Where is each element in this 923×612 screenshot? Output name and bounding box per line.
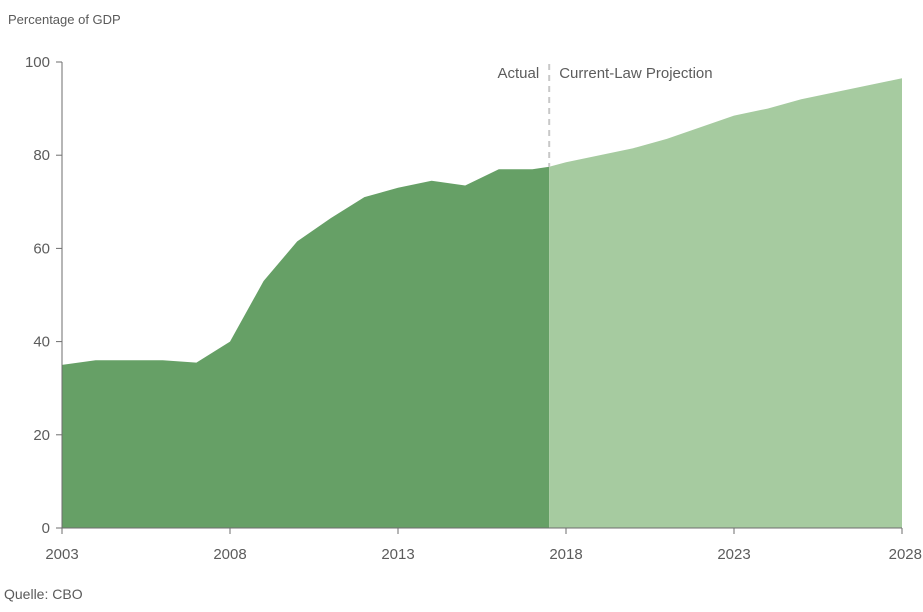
x-tick-label: 2023 [717, 546, 750, 563]
x-tick-label: 2008 [213, 546, 246, 563]
area-chart: 0 20 40 60 80 100 2003 2008 2013 2018 2023 2028 Actu… [25, 54, 922, 563]
y-tick-label: 0 [42, 520, 50, 537]
x-tick-label: 2018 [549, 546, 582, 563]
y-tick-label: 20 [33, 427, 50, 444]
y-tick-label: 40 [33, 334, 50, 351]
chart-labels: 0 20 40 60 80 100 2003 2008 2013 2018 2023 2028 Actu… [25, 54, 922, 563]
actual-area [62, 166, 550, 529]
y-tick-label: 100 [25, 54, 50, 71]
y-tick-label: 60 [33, 240, 50, 257]
projection-area [549, 78, 902, 529]
chart-areas [62, 78, 902, 529]
projection-annotation: Current-Law Projection [559, 65, 712, 82]
x-tick-label: 2003 [45, 546, 78, 563]
actual-annotation: Actual [497, 65, 539, 82]
chart-axes [56, 61, 903, 534]
source-note: Quelle: CBO [4, 586, 83, 602]
y-axis-label: Percentage of GDP [8, 12, 121, 27]
y-tick-label: 80 [33, 147, 50, 164]
x-tick-label: 2013 [381, 546, 414, 563]
x-tick-label: 2028 [889, 546, 922, 563]
